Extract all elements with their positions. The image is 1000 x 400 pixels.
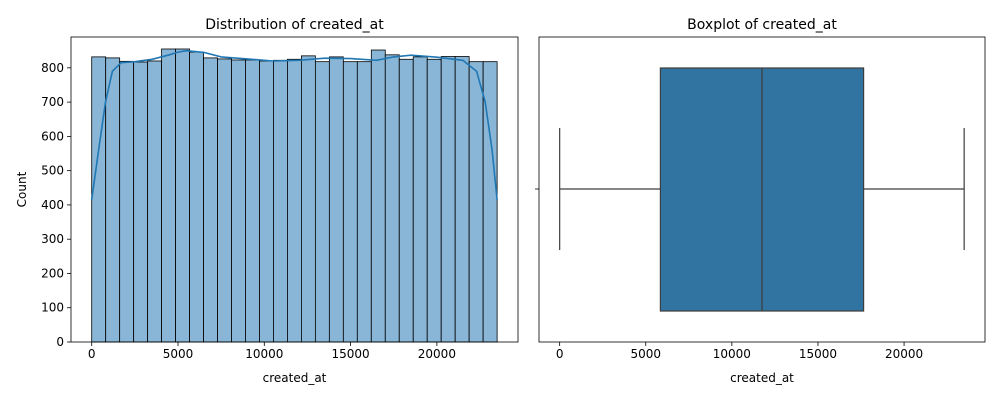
histogram-bar [370,49,386,343]
x-axis-label: created_at [263,371,327,385]
x-tick-label: 15000 [331,347,369,361]
y-tick-label: 100 [41,301,64,315]
y-tick-label: 300 [41,232,64,246]
histogram-bar [314,61,330,343]
histogram-bar [426,58,442,343]
x-tick-label: 0 [556,347,564,361]
histogram-bar [342,61,358,343]
plot-frame [538,36,986,343]
y-tick-label: 200 [41,266,64,280]
x-tick-label: 5000 [163,347,194,361]
x-tick-label: 15000 [799,347,837,361]
histogram-bar [105,57,121,343]
histogram-bar [259,60,274,343]
histogram-panel: 0 5000 10000 15000 20000 0 100 200 300 400 500 600 7… [15,17,519,385]
x-tick-label: 10000 [713,347,751,361]
histogram-bar [245,59,260,343]
y-axis-label: Count [15,171,29,207]
y-tick-label: 600 [41,129,64,143]
histogram-bar [468,61,484,343]
histogram-bar [175,48,190,343]
y-tick-label: 0 [56,335,64,349]
histogram-bar [161,48,176,343]
x-tick-label: 0 [88,347,96,361]
x-axis-label: created_at [730,371,794,385]
boxplot-panel: 0 5000 10000 15000 20000 Boxplot of created_a… [535,17,986,385]
kde-line [90,49,498,200]
histogram-bar [287,58,302,343]
histogram-bar [91,56,107,343]
histogram-bar [454,56,470,343]
y-tick-label: 700 [41,95,64,109]
histogram-bar [301,55,316,343]
chart-title: Distribution of created_at [205,17,384,33]
histogram-bar [217,58,232,343]
histogram-bar [147,60,163,343]
histogram-bar [133,61,149,343]
x-tick-label: 5000 [630,347,661,361]
histogram-bar [189,51,204,343]
histogram-bar [412,56,428,343]
chart-title: Boxplot of created_at [687,17,837,33]
histogram-bar [384,54,400,343]
histogram-bar [119,60,135,343]
x-tick-label: 20000 [885,347,923,361]
histogram-bar [328,56,344,343]
plot-frame [70,36,519,343]
histogram-bar [440,56,456,343]
x-tick-label: 20000 [418,347,456,361]
histogram-bar [356,61,372,343]
histogram-bar [203,57,218,343]
histogram-bar [231,59,246,343]
y-tick-label: 500 [41,164,64,178]
histogram-bar [398,58,414,343]
x-tick-label: 10000 [245,347,283,361]
y-tick-label: 800 [41,61,64,75]
y-tick-label: 400 [41,198,64,212]
histogram-bar [273,59,288,343]
